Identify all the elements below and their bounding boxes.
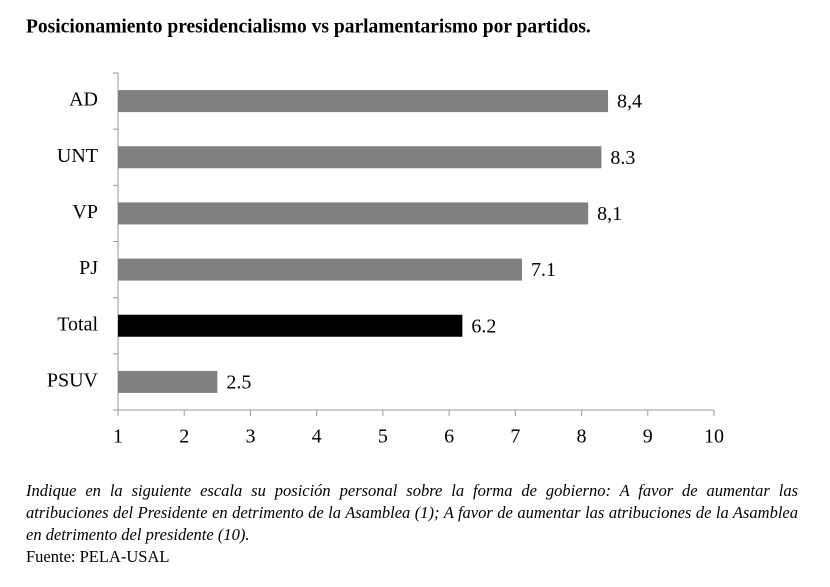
x-tick-label: 1 (113, 426, 123, 448)
x-tick-label: 7 (510, 426, 520, 448)
y-tick-label: Total (57, 313, 98, 335)
x-tick-label: 3 (245, 426, 255, 448)
bar (118, 314, 463, 337)
y-tick-label: PJ (79, 257, 98, 279)
y-tick-label: AD (69, 89, 98, 111)
value-label: 2.5 (226, 372, 251, 394)
bar (118, 258, 522, 281)
x-tick-label: 9 (643, 426, 653, 448)
bar (118, 370, 218, 393)
x-tick-label: 2 (179, 426, 189, 448)
bar (118, 90, 609, 113)
y-tick-label: VP (72, 201, 98, 223)
x-tick-label: 6 (444, 426, 454, 448)
bar (118, 146, 602, 169)
value-label: 8,4 (617, 91, 642, 113)
x-tick-label: 8 (577, 426, 587, 448)
chart: Posicionamiento presidencialismo vs parl… (26, 16, 724, 448)
x-tick-label: 4 (312, 426, 322, 448)
value-label: 8,1 (597, 203, 622, 225)
value-label: 6.2 (471, 315, 496, 337)
x-tick-label: 5 (378, 426, 388, 448)
x-tick-label: 10 (704, 426, 724, 448)
bar (118, 202, 589, 225)
y-tick-label: UNT (57, 145, 98, 167)
chart-title: Posicionamiento presidencialismo vs parl… (26, 16, 591, 37)
note: Indique en la siguiente escala su posici… (26, 481, 798, 544)
value-label: 8.3 (610, 147, 635, 169)
value-label: 7.1 (531, 259, 556, 281)
source: Fuente: PELA-USAL (26, 547, 170, 566)
y-tick-label: PSUV (47, 370, 99, 392)
